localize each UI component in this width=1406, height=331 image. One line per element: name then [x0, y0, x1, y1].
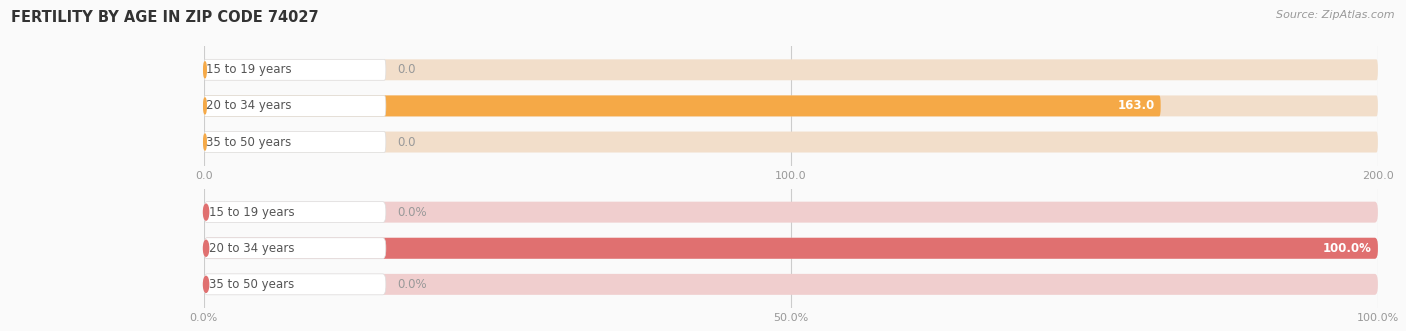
Text: Source: ZipAtlas.com: Source: ZipAtlas.com — [1277, 10, 1395, 20]
FancyBboxPatch shape — [204, 131, 385, 153]
Text: 163.0: 163.0 — [1118, 99, 1154, 113]
FancyBboxPatch shape — [204, 238, 1378, 259]
Text: 0.0: 0.0 — [398, 135, 416, 149]
FancyBboxPatch shape — [204, 59, 1378, 80]
FancyBboxPatch shape — [204, 131, 1378, 153]
Circle shape — [204, 62, 207, 78]
Text: FERTILITY BY AGE IN ZIP CODE 74027: FERTILITY BY AGE IN ZIP CODE 74027 — [11, 10, 319, 25]
Circle shape — [204, 134, 207, 150]
Text: 35 to 50 years: 35 to 50 years — [209, 278, 294, 291]
FancyBboxPatch shape — [204, 59, 385, 80]
FancyBboxPatch shape — [204, 202, 385, 223]
Text: 15 to 19 years: 15 to 19 years — [207, 63, 292, 76]
Text: 15 to 19 years: 15 to 19 years — [209, 206, 294, 219]
Circle shape — [204, 204, 208, 220]
FancyBboxPatch shape — [204, 95, 1378, 117]
FancyBboxPatch shape — [204, 202, 1378, 223]
Circle shape — [204, 276, 208, 292]
Text: 0.0%: 0.0% — [398, 278, 427, 291]
FancyBboxPatch shape — [204, 274, 385, 295]
Text: 0.0%: 0.0% — [398, 206, 427, 219]
FancyBboxPatch shape — [204, 95, 385, 117]
Circle shape — [204, 98, 207, 114]
Text: 0.0: 0.0 — [398, 63, 416, 76]
Text: 20 to 34 years: 20 to 34 years — [207, 99, 292, 113]
FancyBboxPatch shape — [204, 238, 1378, 259]
Text: 20 to 34 years: 20 to 34 years — [209, 242, 294, 255]
FancyBboxPatch shape — [204, 274, 1378, 295]
Text: 35 to 50 years: 35 to 50 years — [207, 135, 291, 149]
Text: 100.0%: 100.0% — [1323, 242, 1372, 255]
Circle shape — [204, 240, 208, 256]
FancyBboxPatch shape — [204, 95, 1161, 117]
FancyBboxPatch shape — [204, 238, 385, 259]
